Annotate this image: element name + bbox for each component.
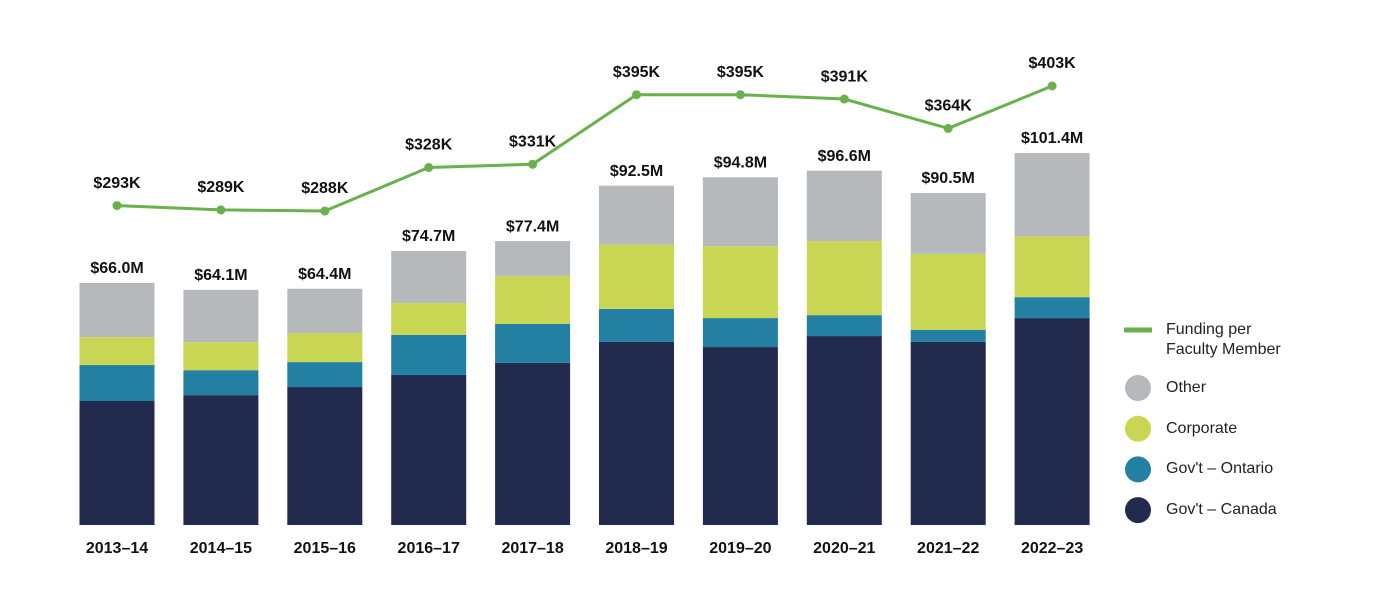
bar-segment: [495, 323, 571, 363]
bar-segment: [183, 289, 259, 343]
bar-segment: [79, 337, 155, 366]
line-label: $391K: [821, 68, 869, 85]
bar-segment: [183, 342, 259, 371]
bar-segment: [599, 244, 674, 309]
x-tick-label: 2019–20: [709, 540, 771, 557]
bar-segment: [599, 308, 674, 342]
line-label: $288K: [301, 180, 349, 197]
line-point: [424, 163, 434, 173]
bar-segment: [287, 387, 363, 525]
bar-segment: [702, 347, 778, 525]
line-point: [735, 90, 745, 100]
x-tick-label: 2021–22: [917, 540, 979, 557]
bar-segment: [806, 336, 882, 525]
bar-segment: [391, 303, 467, 335]
x-tick-label: 2018–19: [605, 540, 667, 557]
bar-segment: [702, 246, 778, 319]
bar-segment: [495, 241, 571, 276]
bar-segment: [287, 333, 363, 363]
bar-segment: [391, 250, 467, 304]
total-label: $94.8M: [714, 154, 767, 171]
bar-segment: [79, 282, 155, 338]
line-label: $289K: [197, 179, 245, 196]
bar-segment: [599, 185, 674, 245]
total-label: $101.4M: [1021, 130, 1083, 147]
bar-segment: [1014, 318, 1090, 525]
x-tick-label: 2016–17: [398, 540, 460, 557]
bar-segment: [1014, 297, 1090, 319]
x-tick-label: 2013–14: [86, 540, 148, 557]
line-point: [320, 206, 330, 216]
bar-segment: [287, 288, 363, 334]
bar-segment: [806, 315, 882, 337]
line-label: $403K: [1029, 55, 1077, 72]
legend-swatch: [1125, 497, 1151, 524]
legend-swatch: [1125, 375, 1151, 401]
bar-segment: [183, 395, 259, 525]
bar-segment: [910, 329, 986, 342]
line-point: [1047, 81, 1057, 91]
line: [116, 84, 1053, 213]
bar-segment: [1014, 153, 1090, 237]
line-point: [528, 159, 538, 169]
x-tick-label: 2017–18: [501, 540, 563, 557]
legend-label: Other: [1166, 379, 1207, 396]
total-label: $77.4M: [506, 218, 559, 235]
bar-segment: [495, 275, 571, 324]
line-label: $328K: [405, 137, 453, 154]
total-label: $92.5M: [610, 163, 663, 180]
line-point: [839, 94, 849, 104]
line-label: $293K: [93, 175, 141, 192]
bar-segment: [79, 401, 155, 525]
bar-segment: [910, 341, 986, 525]
x-tick-label: 2015–16: [294, 540, 356, 557]
bar-segment: [702, 177, 778, 247]
x-tick-label: 2014–15: [190, 540, 252, 557]
legend-label: Gov't – Canada: [1166, 501, 1277, 519]
bar-segment: [910, 192, 986, 254]
bar-segment: [1014, 236, 1090, 298]
x-tick-label: 2020–21: [813, 540, 875, 557]
bar-segment: [806, 241, 882, 316]
bar-segment: [287, 362, 363, 388]
bar-segment: [183, 370, 259, 396]
line-label: $331K: [509, 133, 557, 150]
line-point: [943, 123, 953, 133]
total-label: $90.5M: [922, 170, 975, 187]
x-tick-label: 2022–23: [1021, 540, 1083, 557]
line-label: $395K: [717, 64, 765, 81]
bar-segment: [702, 318, 778, 348]
legend-swatch: [1125, 456, 1151, 483]
legend-label: Gov't – Ontario: [1166, 460, 1274, 478]
line-point: [112, 201, 122, 211]
line-label: $364K: [925, 98, 973, 115]
total-label: $64.1M: [194, 267, 247, 284]
legend-label: Corporate: [1166, 419, 1238, 437]
bar-segment: [79, 365, 155, 401]
total-label: $74.7M: [402, 228, 455, 245]
line-label: $395K: [613, 64, 661, 81]
bar-segment: [495, 362, 571, 525]
bar-segment: [910, 253, 986, 330]
legend-swatch: [1125, 415, 1151, 442]
line-point: [216, 205, 226, 215]
total-label: $96.6M: [818, 148, 871, 165]
bar-segment: [806, 170, 882, 242]
bar-segment: [391, 374, 467, 525]
legend-label: Funding per Faculty Member: [1166, 321, 1281, 358]
total-label: $66.0M: [90, 260, 143, 277]
bar-segment: [391, 334, 467, 375]
total-label: $64.4M: [298, 266, 351, 283]
legend-line-swatch: [1124, 327, 1152, 333]
bar-segment: [599, 341, 674, 525]
line-point: [632, 90, 641, 100]
